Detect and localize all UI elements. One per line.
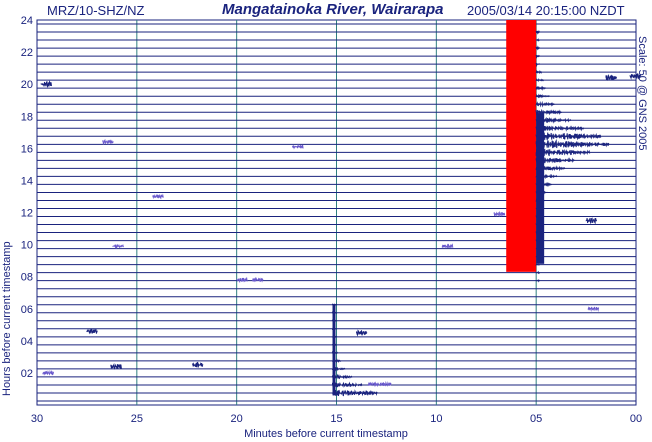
earthquake-coda	[332, 310, 338, 316]
earthquake-coda	[535, 93, 551, 99]
noise-burst	[441, 243, 454, 249]
earthquake-coda	[535, 138, 610, 149]
chart-title: Mangatainoka River, Wairarapa	[222, 1, 444, 18]
noise-burst	[585, 217, 598, 225]
noise-burst	[236, 276, 248, 284]
noise-burst	[356, 329, 368, 337]
earthquake-onset	[332, 303, 336, 396]
earthquake-coda	[332, 318, 338, 323]
noise-burst	[40, 80, 52, 88]
x-tick-label: 25	[131, 413, 143, 425]
earthquake-coda	[332, 351, 339, 355]
earthquake-coda	[332, 342, 338, 348]
earthquake-coda	[535, 78, 545, 83]
y-tick-label: 14	[21, 175, 33, 187]
earthquake-coda	[535, 270, 541, 275]
noise-burst	[292, 143, 304, 150]
scale-note: Scale: 50 @ GNS 2005	[636, 36, 648, 151]
noise-burst	[587, 306, 600, 312]
noise-burst	[605, 73, 617, 81]
noise-burst	[102, 138, 114, 146]
x-tick-label: 20	[231, 413, 243, 425]
earthquake-coda	[332, 326, 338, 331]
noise-burst	[192, 361, 204, 368]
noise-burst	[112, 243, 124, 250]
y-tick-label: 04	[21, 336, 33, 348]
station-code: MRZ/10-SHZ/NZ	[47, 3, 145, 18]
y-tick-label: 24	[21, 15, 33, 27]
x-axis-label: Minutes before current timestamp	[244, 428, 408, 440]
earthquake-coda	[535, 38, 540, 42]
x-tick-label: 05	[530, 413, 542, 425]
noise-burst	[42, 369, 54, 376]
earthquake-coda	[535, 85, 547, 91]
x-tick-label: 00	[630, 413, 642, 425]
earthquake-coda	[535, 279, 541, 283]
noise-burst	[493, 210, 506, 217]
earthquake-coda	[535, 30, 541, 35]
noise-burst	[86, 328, 98, 335]
x-tick-label: 30	[31, 413, 43, 425]
y-tick-label: 22	[21, 47, 33, 59]
x-tick-label: 10	[430, 413, 442, 425]
y-tick-label: 06	[21, 304, 33, 316]
earthquake-coda	[332, 381, 363, 388]
y-tick-label: 20	[21, 79, 33, 91]
y-tick-label: 18	[21, 111, 33, 123]
earthquake-coda	[535, 69, 543, 74]
y-tick-label: 10	[21, 240, 33, 252]
noise-burst	[252, 276, 264, 283]
clipped-signal-block	[506, 20, 537, 272]
y-tick-label: 02	[21, 368, 33, 380]
earthquake-coda	[332, 334, 338, 339]
noise-burst	[110, 363, 122, 370]
earthquake-coda	[535, 54, 541, 59]
earthquake-coda	[332, 373, 353, 380]
noise-burst	[629, 73, 641, 80]
earthquake-coda	[332, 366, 346, 372]
earthquake-coda	[535, 263, 541, 267]
y-tick-label: 08	[21, 272, 33, 284]
earthquake-coda	[535, 62, 541, 68]
y-tick-label: 12	[21, 208, 33, 220]
earthquake-coda	[332, 303, 338, 307]
noise-burst	[379, 380, 392, 387]
y-tick-label: 16	[21, 143, 33, 155]
earthquake-coda-core	[536, 113, 545, 264]
earthquake-coda	[332, 389, 378, 397]
earthquake-coda	[535, 100, 555, 108]
noise-burst	[367, 381, 380, 388]
x-tick-label: 15	[330, 413, 342, 425]
earthquake-coda	[535, 132, 602, 141]
earthquake-coda	[332, 358, 342, 364]
earthquake-coda	[535, 45, 541, 51]
noise-burst	[152, 193, 164, 200]
timestamp: 2005/03/14 20:15:00 NZDT	[467, 3, 625, 18]
earthquake-coda	[535, 148, 591, 157]
earthquake-coda	[535, 108, 562, 116]
